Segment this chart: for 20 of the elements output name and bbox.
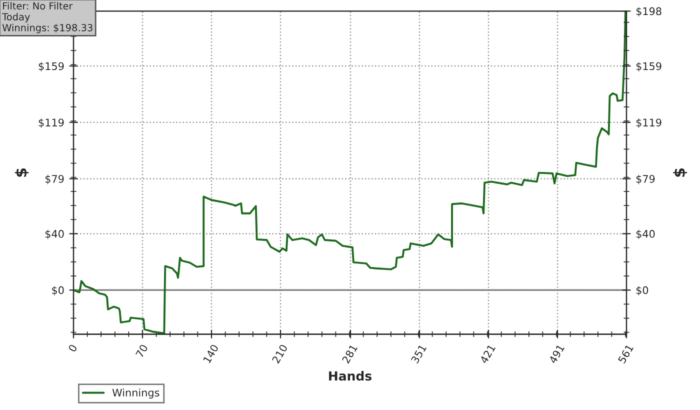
y-tick-label: $119 — [38, 118, 64, 128]
annotation: Filter: No Filter Today Winnings: $198.33 — [2, 2, 92, 34]
x-tick-label: 491 — [548, 344, 565, 364]
y-tick-label: $79 — [45, 174, 64, 184]
x-axis-title: Hands — [329, 370, 372, 381]
y-tick-label: $159 — [38, 62, 64, 72]
y2-tick-label: $79 — [636, 174, 655, 184]
y-tick-label: $40 — [45, 230, 64, 240]
y2-tick-label: $119 — [636, 118, 662, 128]
y-tick-label: $0 — [52, 286, 64, 296]
x-tick-label: 421 — [480, 344, 496, 364]
x-tick-label: 70 — [135, 344, 148, 358]
y-axis-title: $ — [14, 168, 29, 177]
legend-label: Winnings — [112, 388, 160, 399]
y2-tick-label: $198 — [636, 7, 662, 17]
x-tick-label: 0 — [68, 344, 78, 352]
y2-tick-label: $159 — [636, 62, 662, 72]
y2-tick-label: $0 — [636, 286, 648, 296]
y2-axis-title: $ — [673, 168, 688, 177]
y2-tick-label: $40 — [636, 230, 655, 240]
